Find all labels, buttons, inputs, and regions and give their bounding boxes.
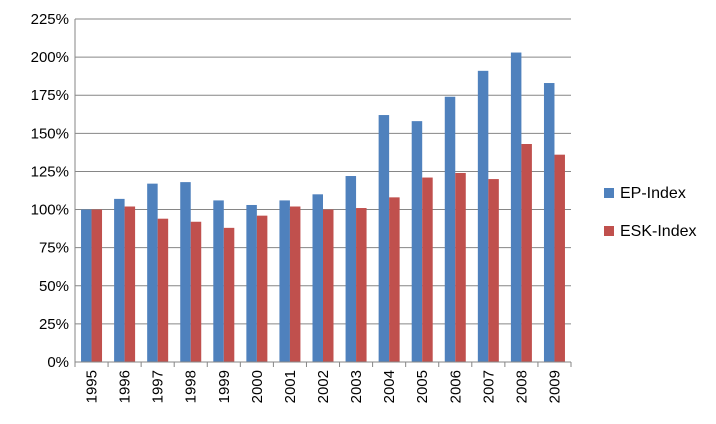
bars bbox=[81, 52, 565, 362]
x-tick-label: 2008 bbox=[513, 370, 530, 403]
bar-ep-index-2005 bbox=[411, 121, 423, 362]
x-tick-label: 1998 bbox=[183, 370, 200, 403]
bar-ep-index-2002 bbox=[312, 194, 323, 362]
bar-esk-index-2001 bbox=[289, 206, 301, 362]
x-tick-label: 2007 bbox=[480, 370, 497, 403]
x-tick-label: 1996 bbox=[117, 370, 134, 403]
bar-esk-index-2005 bbox=[422, 177, 433, 362]
bar-esk-index-2009 bbox=[554, 154, 565, 362]
y-tick-label: 0% bbox=[47, 354, 69, 371]
x-tick-label: 2009 bbox=[546, 370, 563, 403]
x-tick-label: 1995 bbox=[84, 370, 101, 403]
y-tick-label: 100% bbox=[31, 202, 69, 219]
bar-ep-index-1998 bbox=[180, 182, 191, 362]
legend-swatch-ep-index bbox=[604, 188, 614, 198]
y-tick-label: 225% bbox=[31, 11, 69, 28]
legend: EP-Index ESK-Index bbox=[604, 185, 696, 240]
legend-label-ep-index: EP-Index bbox=[620, 185, 686, 202]
y-tick-label: 175% bbox=[31, 87, 69, 104]
legend-label-esk-index: ESK-Index bbox=[620, 223, 696, 240]
bar-esk-index-1997 bbox=[157, 218, 169, 362]
bar-ep-index-2008 bbox=[510, 52, 522, 362]
bar-esk-index-2003 bbox=[356, 208, 367, 362]
y-tick-label: 125% bbox=[31, 163, 69, 180]
bar-esk-index-1998 bbox=[190, 221, 202, 362]
y-tick-label: 50% bbox=[39, 278, 69, 295]
x-tick-label: 2005 bbox=[414, 370, 431, 403]
x-tick-label: 2003 bbox=[348, 370, 365, 403]
bar-esk-index-1999 bbox=[223, 227, 235, 362]
bar-esk-index-2006 bbox=[455, 172, 466, 362]
x-tick-label: 2002 bbox=[315, 370, 332, 403]
x-tick-label: 2000 bbox=[249, 370, 266, 403]
bar-esk-index-2007 bbox=[488, 179, 499, 362]
x-tick-label: 2004 bbox=[381, 370, 398, 403]
x-tick-label: 2001 bbox=[282, 370, 299, 403]
bar-ep-index-1997 bbox=[147, 183, 158, 362]
x-axis: 1995 1996 1997 1998 1999 2000 2001 2002 2003 2004… bbox=[74, 361, 572, 403]
x-tick-label: 2006 bbox=[447, 370, 464, 403]
y-tick-label: 200% bbox=[31, 49, 69, 66]
y-axis: 0% 25% 50% 75% 100% 125% 150% 175% 200% 225% bbox=[31, 11, 76, 371]
bar-esk-index-2008 bbox=[521, 144, 532, 362]
bar-esk-index-1996 bbox=[124, 206, 136, 362]
bar-ep-index-2003 bbox=[345, 176, 357, 362]
y-tick-label: 150% bbox=[31, 125, 69, 142]
bar-ep-index-2001 bbox=[279, 200, 290, 362]
y-tick-label: 25% bbox=[39, 316, 69, 333]
bar-ep-index-1995 bbox=[81, 209, 92, 362]
bar-esk-index-2000 bbox=[256, 215, 268, 362]
y-tick-label: 75% bbox=[39, 240, 69, 257]
bar-ep-index-2009 bbox=[543, 83, 555, 362]
bar-ep-index-2000 bbox=[246, 204, 257, 362]
bar-esk-index-2004 bbox=[389, 197, 400, 362]
bar-ep-index-1996 bbox=[114, 198, 125, 362]
x-tick-label: 1997 bbox=[150, 370, 167, 403]
legend-swatch-esk-index bbox=[604, 226, 614, 236]
bar-ep-index-2007 bbox=[477, 70, 489, 362]
bar-esk-index-2002 bbox=[323, 209, 334, 362]
bar-ep-index-2004 bbox=[378, 115, 390, 362]
bar-ep-index-2006 bbox=[444, 96, 456, 362]
bar-ep-index-1999 bbox=[213, 200, 224, 362]
x-tick-label: 1999 bbox=[216, 370, 233, 403]
bar-esk-index-1995 bbox=[91, 209, 103, 362]
